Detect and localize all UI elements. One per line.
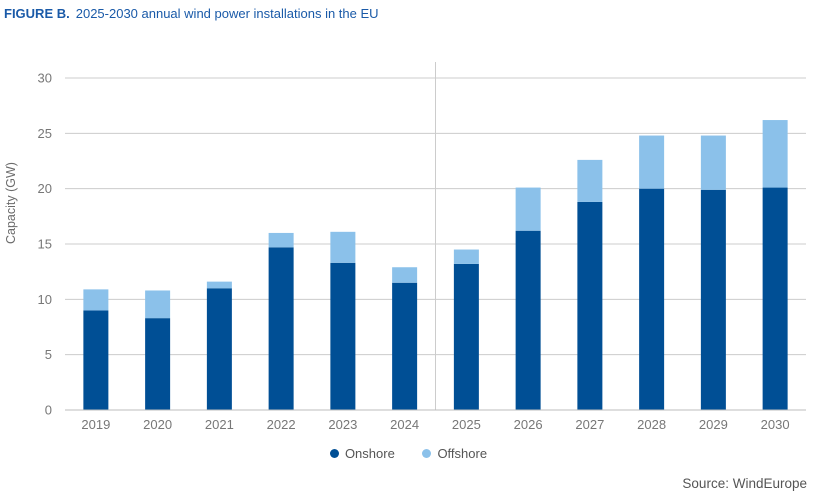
x-tick-label: 2021 xyxy=(205,417,234,432)
chart-legend: Onshore Offshore xyxy=(0,446,817,461)
bar-offshore-2028 xyxy=(639,135,665,189)
x-tick-label: 2028 xyxy=(637,417,666,432)
bar-onshore-2019 xyxy=(83,310,109,410)
y-tick-label: 0 xyxy=(45,403,52,418)
bar-onshore-2023 xyxy=(330,262,356,410)
legend-item-offshore: Offshore xyxy=(422,446,487,461)
source-note: Source: WindEurope xyxy=(682,476,807,491)
legend-label-onshore: Onshore xyxy=(344,446,395,461)
figure-title-text: 2025-2030 annual wind power installation… xyxy=(75,6,379,21)
x-tick-label: 2029 xyxy=(699,417,728,432)
bar-offshore-2025 xyxy=(453,249,479,264)
x-tick-label: 2023 xyxy=(328,417,357,432)
legend-label-offshore: Offshore xyxy=(437,446,488,461)
y-tick-label: 10 xyxy=(38,292,52,307)
bar-onshore-2024 xyxy=(392,282,418,410)
bar-offshore-2022 xyxy=(268,232,294,248)
bar-onshore-2022 xyxy=(268,247,294,410)
y-tick-label: 15 xyxy=(38,237,52,252)
x-tick-label: 2024 xyxy=(390,417,419,432)
bar-onshore-2027 xyxy=(577,201,603,410)
bar-onshore-2020 xyxy=(145,318,171,410)
bar-onshore-2026 xyxy=(515,230,541,410)
y-axis-label: Capacity (GW) xyxy=(4,162,18,244)
y-tick-label: 30 xyxy=(38,71,52,86)
bar-offshore-2026 xyxy=(515,187,541,231)
figure-label: FIGURE B. xyxy=(4,6,70,21)
bar-onshore-2021 xyxy=(206,288,232,410)
bar-offshore-2029 xyxy=(700,135,726,190)
bar-offshore-2030 xyxy=(762,120,788,188)
x-tick-label: 2022 xyxy=(267,417,296,432)
x-tick-label: 2030 xyxy=(761,417,790,432)
bar-onshore-2029 xyxy=(700,189,726,410)
bar-offshore-2027 xyxy=(577,159,603,202)
bar-offshore-2021 xyxy=(206,281,232,289)
y-tick-label: 20 xyxy=(38,181,52,196)
bar-offshore-2023 xyxy=(330,231,356,263)
bar-onshore-2028 xyxy=(639,188,665,410)
bar-onshore-2025 xyxy=(453,263,479,410)
x-tick-label: 2025 xyxy=(452,417,481,432)
legend-item-onshore: Onshore xyxy=(329,446,395,461)
x-tick-label: 2027 xyxy=(575,417,604,432)
bar-offshore-2020 xyxy=(145,290,171,319)
bar-offshore-2019 xyxy=(83,289,109,311)
legend-swatch-onshore xyxy=(329,449,339,458)
bar-offshore-2024 xyxy=(392,267,418,283)
figure-title: FIGURE B. 2025-2030 annual wind power ins… xyxy=(4,6,379,21)
legend-swatch-offshore xyxy=(422,449,432,458)
y-tick-label: 25 xyxy=(38,126,52,141)
bar-onshore-2030 xyxy=(762,187,788,410)
x-tick-label: 2019 xyxy=(81,417,110,432)
x-tick-label: 2020 xyxy=(143,417,172,432)
x-tick-label: 2026 xyxy=(514,417,543,432)
y-tick-label: 5 xyxy=(45,347,52,362)
